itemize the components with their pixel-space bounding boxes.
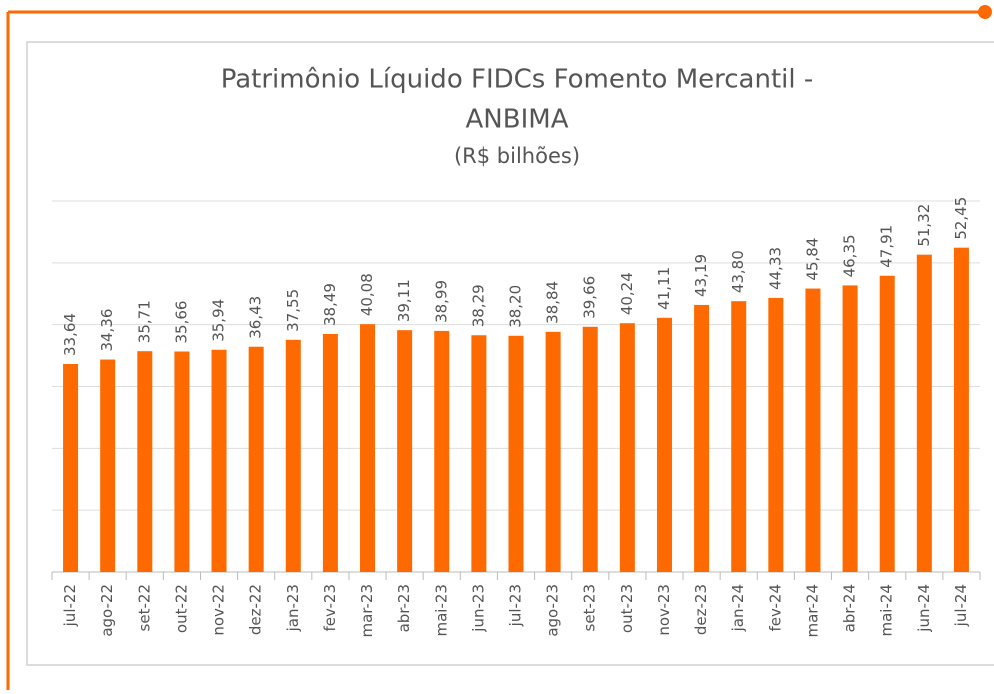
x-tick-label: mai-24 xyxy=(878,584,896,636)
x-tick-label: jun-24 xyxy=(915,584,933,633)
bar xyxy=(434,330,450,572)
bar xyxy=(174,351,190,572)
x-tick-label: jul-24 xyxy=(952,584,970,627)
data-label: 39,11 xyxy=(395,279,413,322)
bar xyxy=(582,326,598,572)
data-label: 47,91 xyxy=(878,225,896,268)
data-label: 34,36 xyxy=(98,309,116,352)
data-label: 33,64 xyxy=(61,313,79,356)
bar xyxy=(397,330,413,572)
x-tick-label: out-22 xyxy=(172,584,190,633)
x-tick-label: set-22 xyxy=(135,584,153,631)
x-tick-label: abr-23 xyxy=(395,584,413,632)
x-tick-label: dez-23 xyxy=(692,584,710,635)
x-tick-label: mar-23 xyxy=(358,584,376,638)
data-label: 46,35 xyxy=(841,234,859,277)
x-tick-label: nov-22 xyxy=(210,584,228,636)
data-label: 36,43 xyxy=(247,296,265,339)
data-label: 52,45 xyxy=(952,197,970,240)
data-label: 38,49 xyxy=(321,283,339,326)
bar xyxy=(322,334,338,572)
bar xyxy=(360,324,376,572)
x-tick-label: fev-23 xyxy=(321,584,339,631)
bar xyxy=(805,288,821,572)
x-tick-label: ago-23 xyxy=(544,584,562,637)
data-label: 45,84 xyxy=(803,238,821,281)
bar xyxy=(137,351,153,572)
x-tick-label: abr-24 xyxy=(841,584,859,632)
data-label: 38,29 xyxy=(469,284,487,327)
bar xyxy=(545,331,561,572)
data-label: 39,66 xyxy=(581,276,599,319)
bar xyxy=(471,335,487,572)
bar xyxy=(100,359,116,572)
data-label: 43,19 xyxy=(692,254,710,297)
chart-title: Patrimônio Líquido FIDCs Fomento Mercant… xyxy=(221,65,814,95)
chart-subtitle: (R$ bilhões) xyxy=(454,144,580,168)
bar xyxy=(916,254,932,572)
bar xyxy=(879,275,895,572)
data-label: 41,11 xyxy=(655,267,673,310)
x-tick-label: mai-23 xyxy=(432,584,450,636)
data-label: 40,08 xyxy=(358,273,376,316)
bar xyxy=(842,285,858,572)
x-tick-label: set-23 xyxy=(581,584,599,631)
bar xyxy=(953,247,969,572)
data-label: 38,99 xyxy=(432,280,450,323)
chart-title: ANBIMA xyxy=(466,105,569,135)
bar xyxy=(211,349,227,572)
bar xyxy=(619,323,635,572)
x-tick-label: jan-23 xyxy=(284,584,302,632)
x-tick-label: mar-24 xyxy=(803,584,821,638)
x-tick-label: jul-23 xyxy=(507,584,525,627)
x-tick-label: fev-24 xyxy=(766,584,784,631)
bar xyxy=(508,335,524,572)
data-label: 51,32 xyxy=(915,204,933,247)
data-label: 40,24 xyxy=(618,272,636,315)
bar xyxy=(285,339,301,572)
bar xyxy=(694,304,710,572)
bar xyxy=(768,297,784,572)
x-tick-label: jul-22 xyxy=(61,584,79,627)
x-tick-label: nov-23 xyxy=(655,584,673,636)
data-label: 44,33 xyxy=(766,247,784,290)
bar xyxy=(731,301,747,572)
x-tick-label: ago-22 xyxy=(98,584,116,637)
x-tick-label: dez-22 xyxy=(247,584,265,635)
frame-dot xyxy=(978,5,992,19)
x-tick-label: jun-23 xyxy=(469,584,487,633)
x-tick-label: out-23 xyxy=(618,584,636,633)
data-label: 38,20 xyxy=(507,285,525,328)
data-label: 35,94 xyxy=(210,299,228,342)
x-tick-label: jan-24 xyxy=(729,584,747,632)
data-label: 43,80 xyxy=(729,250,747,293)
data-label: 35,71 xyxy=(135,300,153,343)
data-label: 37,55 xyxy=(284,289,302,332)
data-label: 38,84 xyxy=(544,281,562,324)
bar xyxy=(248,346,264,572)
bar xyxy=(63,363,79,572)
data-label: 35,66 xyxy=(172,301,190,344)
bar xyxy=(656,317,672,572)
